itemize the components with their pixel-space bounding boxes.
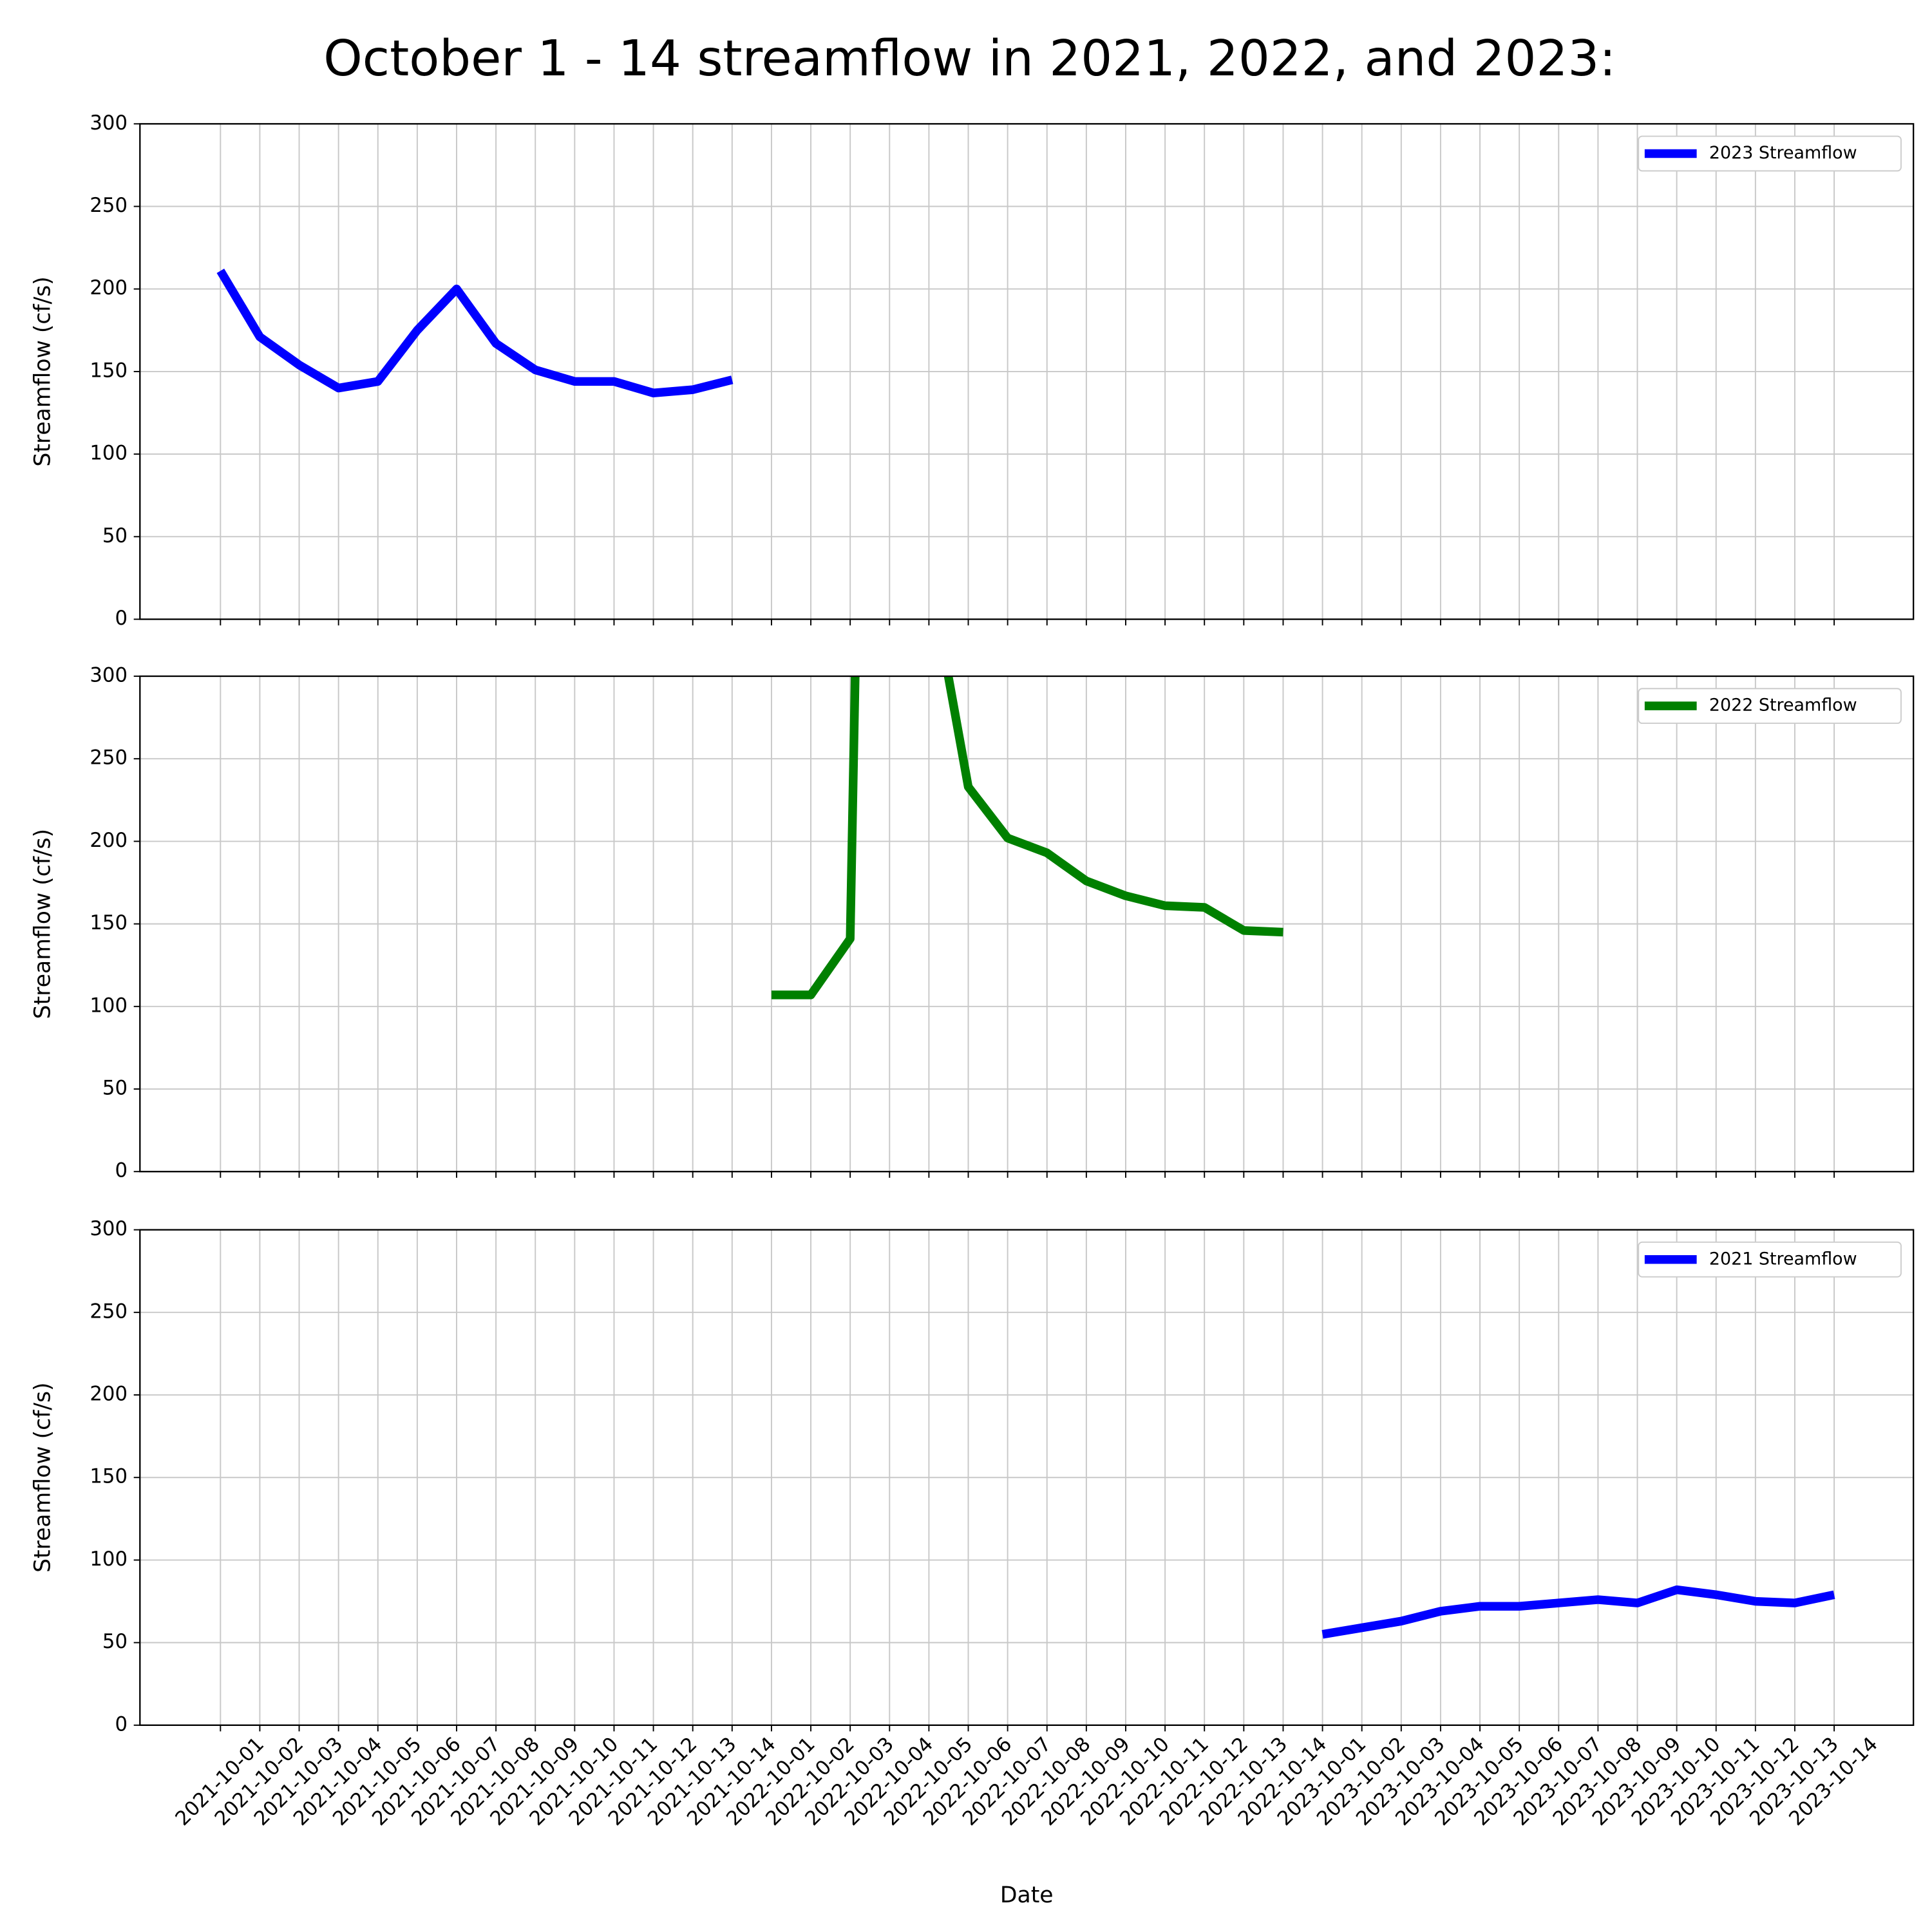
legend-label: 2021 Streamflow	[1709, 1249, 1857, 1269]
axes-frame	[139, 675, 1915, 1173]
line	[216, 269, 734, 397]
x-axis-label: Date	[1000, 1882, 1054, 1908]
y-tick-label: 300	[90, 111, 128, 135]
y-tick-label: 150	[90, 911, 128, 934]
axes-frame	[139, 123, 1915, 620]
y-tick-label: 250	[90, 1300, 128, 1323]
y-tick-label: 250	[90, 194, 128, 217]
y-tick-label: 0	[115, 607, 128, 630]
line	[1321, 1585, 1835, 1639]
y-tick-label: 0	[115, 1712, 128, 1736]
y-axis-label: Streamflow (cf/s)	[30, 829, 55, 1019]
y-tick-label: 200	[90, 829, 128, 852]
y-tick-label: 50	[102, 1630, 128, 1653]
y-tick-label: 300	[90, 664, 128, 687]
legend-label: 2023 Streamflow	[1709, 143, 1857, 163]
y-tick-label: 150	[90, 359, 128, 382]
y-tick-label: 100	[90, 994, 128, 1017]
line	[771, 676, 1283, 999]
y-tick-label: 50	[102, 524, 128, 547]
legend-box	[1638, 135, 1902, 172]
y-axis-label: Streamflow (cf/s)	[30, 1383, 55, 1573]
legend-box	[1638, 688, 1902, 724]
y-tick-label: 100	[90, 1548, 128, 1571]
legend-label: 2022 Streamflow	[1709, 696, 1857, 715]
y-tick-label: 250	[90, 746, 128, 770]
y-tick-label: 50	[102, 1077, 128, 1100]
y-axis-label: Streamflow (cf/s)	[30, 276, 55, 466]
legend-box	[1638, 1241, 1902, 1278]
y-tick-label: 150	[90, 1465, 128, 1488]
y-tick-label: 100	[90, 442, 128, 465]
y-tick-label: 0	[115, 1159, 128, 1182]
y-tick-label: 200	[90, 276, 128, 299]
y-tick-label: 200	[90, 1383, 128, 1406]
y-tick-label: 300	[90, 1217, 128, 1240]
axes-frame	[139, 1229, 1915, 1727]
figure-title: October 1 - 14 streamflow in 2021, 2022,…	[323, 30, 1616, 88]
